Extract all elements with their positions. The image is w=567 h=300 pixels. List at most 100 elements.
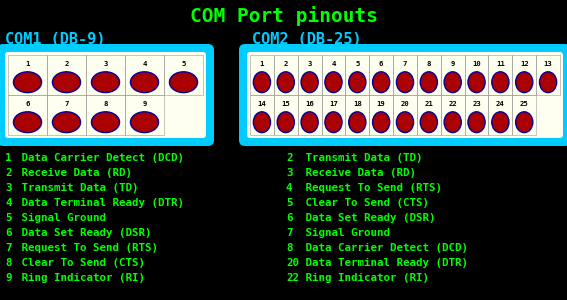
- Text: Data Carrier Detect (DCD): Data Carrier Detect (DCD): [15, 153, 184, 163]
- Text: 5: 5: [355, 61, 359, 67]
- Bar: [393, 55, 417, 95]
- Text: 3: 3: [5, 183, 11, 193]
- Bar: [464, 55, 488, 95]
- FancyBboxPatch shape: [247, 52, 563, 138]
- Text: COM2 (DB-25): COM2 (DB-25): [252, 32, 362, 47]
- Ellipse shape: [420, 112, 437, 133]
- Text: 4: 4: [5, 198, 11, 208]
- Text: 22: 22: [448, 101, 457, 107]
- Ellipse shape: [420, 72, 437, 93]
- Text: Receive Data (RD): Receive Data (RD): [15, 168, 132, 178]
- Bar: [513, 95, 536, 135]
- Text: Ring Indicator (RI): Ring Indicator (RI): [15, 273, 145, 283]
- Text: 16: 16: [305, 101, 314, 107]
- Text: 1: 1: [5, 153, 11, 163]
- Text: 7: 7: [286, 228, 293, 238]
- Text: 6: 6: [379, 61, 383, 67]
- Text: 9: 9: [142, 101, 147, 107]
- Text: COM1 (DB-9): COM1 (DB-9): [5, 32, 105, 47]
- Bar: [47, 95, 86, 135]
- Bar: [369, 95, 393, 135]
- Text: 8: 8: [286, 243, 293, 253]
- Bar: [274, 95, 298, 135]
- Ellipse shape: [373, 72, 390, 93]
- Bar: [250, 95, 274, 135]
- Ellipse shape: [14, 112, 41, 133]
- Text: 21: 21: [425, 101, 433, 107]
- Ellipse shape: [325, 112, 342, 133]
- Text: 6: 6: [286, 213, 293, 223]
- Bar: [250, 55, 274, 95]
- Bar: [86, 95, 125, 135]
- Ellipse shape: [130, 112, 159, 133]
- Ellipse shape: [373, 112, 390, 133]
- Ellipse shape: [396, 72, 413, 93]
- Ellipse shape: [53, 72, 81, 93]
- Text: Data Set Ready (DSR): Data Set Ready (DSR): [15, 228, 151, 238]
- Bar: [86, 55, 125, 95]
- Bar: [298, 95, 321, 135]
- Text: 8: 8: [426, 61, 431, 67]
- Text: Request To Send (RTS): Request To Send (RTS): [15, 243, 158, 253]
- Bar: [8, 55, 47, 95]
- Ellipse shape: [515, 72, 533, 93]
- Text: 18: 18: [353, 101, 362, 107]
- Text: 3: 3: [307, 61, 312, 67]
- Ellipse shape: [468, 72, 485, 93]
- Ellipse shape: [170, 72, 197, 93]
- Ellipse shape: [492, 72, 509, 93]
- Text: Data Terminal Ready (DTR): Data Terminal Ready (DTR): [15, 198, 184, 208]
- Text: 20: 20: [286, 258, 299, 268]
- Ellipse shape: [468, 112, 485, 133]
- Text: 7: 7: [403, 61, 407, 67]
- Bar: [513, 55, 536, 95]
- Ellipse shape: [14, 72, 41, 93]
- Text: 4: 4: [331, 61, 336, 67]
- Text: Signal Ground: Signal Ground: [299, 228, 390, 238]
- Bar: [8, 95, 47, 135]
- Text: 7: 7: [5, 243, 11, 253]
- Text: 3: 3: [286, 168, 293, 178]
- Text: 8: 8: [5, 258, 11, 268]
- Ellipse shape: [396, 112, 413, 133]
- Text: 2: 2: [64, 61, 69, 67]
- Bar: [441, 55, 464, 95]
- Text: 6: 6: [5, 228, 11, 238]
- Bar: [164, 55, 203, 95]
- Text: 12: 12: [520, 61, 528, 67]
- Text: 2: 2: [286, 153, 293, 163]
- Bar: [298, 55, 321, 95]
- Text: 4: 4: [142, 61, 147, 67]
- Ellipse shape: [349, 112, 366, 133]
- Text: 15: 15: [281, 101, 290, 107]
- Text: 7: 7: [64, 101, 69, 107]
- Text: Data Set Ready (DSR): Data Set Ready (DSR): [299, 213, 435, 223]
- Text: 9: 9: [5, 273, 11, 283]
- Bar: [441, 95, 464, 135]
- Bar: [393, 95, 417, 135]
- Ellipse shape: [253, 72, 270, 93]
- Text: Transmit Data (TD): Transmit Data (TD): [299, 153, 422, 163]
- Text: 6: 6: [26, 101, 29, 107]
- Ellipse shape: [325, 72, 342, 93]
- Ellipse shape: [53, 112, 81, 133]
- Text: 3: 3: [103, 61, 108, 67]
- Bar: [488, 55, 513, 95]
- Text: 25: 25: [520, 101, 528, 107]
- Text: 23: 23: [472, 101, 481, 107]
- Bar: [125, 55, 164, 95]
- Ellipse shape: [253, 112, 270, 133]
- Text: 2: 2: [5, 168, 11, 178]
- Text: 11: 11: [496, 61, 505, 67]
- FancyBboxPatch shape: [0, 44, 214, 146]
- Ellipse shape: [130, 72, 159, 93]
- Text: 5: 5: [5, 213, 11, 223]
- Text: Signal Ground: Signal Ground: [15, 213, 106, 223]
- Text: Transmit Data (TD): Transmit Data (TD): [15, 183, 138, 193]
- FancyBboxPatch shape: [239, 44, 567, 146]
- Text: Clear To Send (CTS): Clear To Send (CTS): [299, 198, 429, 208]
- Bar: [345, 95, 369, 135]
- Bar: [488, 95, 513, 135]
- Text: 22: 22: [286, 273, 299, 283]
- Bar: [47, 55, 86, 95]
